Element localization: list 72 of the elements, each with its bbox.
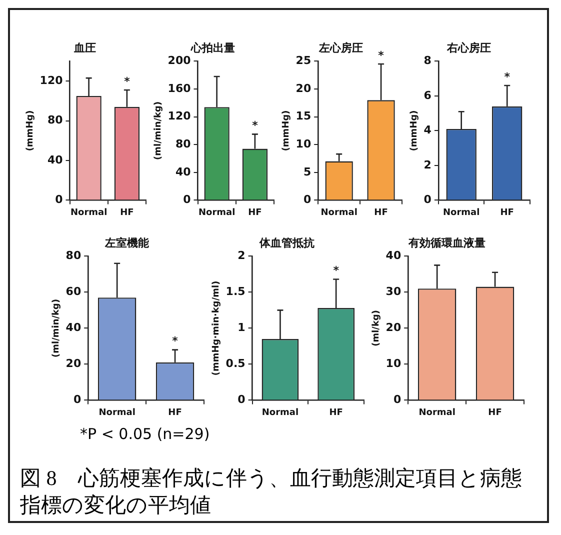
- y-tick-label: 80: [66, 249, 82, 262]
- x-tick-label: HF: [168, 408, 182, 418]
- y-tick-label: 120: [40, 74, 64, 87]
- y-tick-label: 80: [47, 114, 64, 127]
- y-axis-title: (ml/min/kg): [52, 298, 62, 358]
- x-tick-label: HF: [488, 408, 502, 418]
- y-axis-title: (mmHg·min·kg/ml): [212, 280, 222, 376]
- chart-title: 有効循環血液量: [408, 236, 486, 250]
- annotation: *: [378, 48, 384, 62]
- text: 図 8 心筋梗塞作成に伴う、血行動態測定項目と病態指標の変化の平均値: [20, 465, 523, 519]
- chart-title: 体血管抵抗: [258, 236, 314, 250]
- y-tick-label: 4: [424, 124, 432, 137]
- annotation: *: [333, 264, 340, 278]
- y-tick-label: 40: [386, 249, 402, 262]
- text: *P < 0.05 (n=29): [80, 425, 211, 443]
- y-tick-label: 160: [168, 82, 192, 95]
- y-tick-label: 0: [238, 393, 246, 406]
- y-tick-label: 10: [386, 357, 402, 370]
- chart-title: 左心房圧: [318, 41, 363, 54]
- y-tick-label: 120: [168, 110, 192, 123]
- y-tick-label: 2: [424, 158, 432, 172]
- y-tick-label: 40: [66, 321, 82, 334]
- x-tick-label: Normal: [70, 208, 108, 218]
- chart-title: 血圧: [73, 41, 96, 54]
- y-tick-label: 40: [47, 153, 64, 166]
- x-tick-label: Normal: [198, 208, 236, 218]
- y-tick-label: 60: [66, 285, 82, 298]
- x-tick-label: HF: [374, 208, 388, 218]
- y-tick-label: 0: [393, 393, 402, 406]
- y-tick-label: 10: [296, 137, 312, 150]
- y-tick-label: 1.5: [226, 285, 246, 298]
- y-axis-title: (ml/kg): [372, 310, 382, 346]
- y-tick-label: 20: [296, 82, 312, 95]
- y-axis-title: (mmHg): [26, 110, 36, 152]
- y-tick-label: 30: [386, 285, 402, 298]
- annotation: *: [504, 70, 510, 84]
- x-tick-label: Normal: [98, 408, 136, 418]
- y-tick-label: 80: [175, 137, 192, 150]
- y-tick-label: 2: [238, 249, 246, 262]
- x-tick-label: HF: [248, 208, 262, 218]
- y-tick-label: 6: [424, 88, 432, 102]
- y-tick-label: 0: [55, 193, 64, 206]
- y-tick-label: 0: [73, 393, 82, 406]
- y-axis-title: (ml/min/kg): [154, 101, 164, 160]
- y-tick-label: 0: [183, 193, 192, 206]
- y-tick-label: 0: [303, 193, 312, 206]
- x-tick-label: HF: [329, 408, 343, 418]
- x-tick-label: Normal: [442, 208, 480, 218]
- y-tick-label: 0.5: [226, 357, 246, 370]
- y-axis-title: (mmHg): [282, 110, 292, 152]
- annotation: *: [172, 334, 178, 348]
- x-tick-label: HF: [120, 208, 134, 218]
- chart-title: 右心房圧: [446, 41, 491, 54]
- annotation: *: [252, 119, 258, 132]
- chart-title: 心拍出量: [190, 41, 235, 54]
- y-tick-label: 15: [296, 110, 312, 123]
- y-tick-label: 20: [66, 357, 82, 370]
- y-tick-label: 200: [168, 54, 192, 68]
- chart-title: 左室機能: [104, 236, 150, 250]
- y-tick-label: 1: [238, 321, 246, 334]
- x-tick-label: Normal: [262, 408, 299, 418]
- x-tick-label: Normal: [418, 408, 456, 418]
- x-tick-label: HF: [500, 208, 514, 218]
- x-tick-label: Normal: [320, 208, 358, 218]
- y-tick-label: 20: [386, 321, 402, 334]
- annotation: *: [124, 74, 130, 88]
- y-tick-label: 8: [424, 54, 432, 68]
- y-tick-label: 40: [175, 165, 192, 178]
- y-tick-label: 25: [296, 54, 312, 68]
- y-axis-title: (mmHg): [410, 110, 420, 152]
- y-tick-label: 5: [303, 165, 312, 178]
- y-tick-label: 0: [424, 193, 432, 206]
